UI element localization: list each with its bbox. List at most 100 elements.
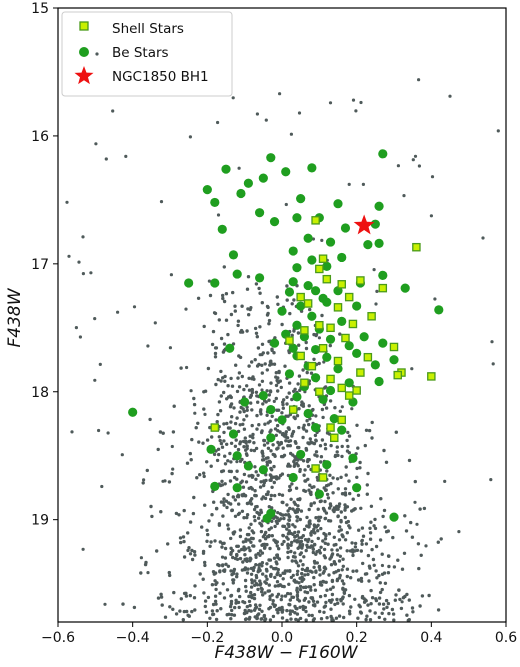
background-star	[368, 618, 373, 622]
shell-star-point	[352, 386, 361, 395]
background-star	[168, 573, 172, 578]
background-star	[347, 479, 351, 483]
background-star	[316, 507, 320, 511]
background-star	[213, 539, 217, 543]
background-star	[78, 335, 82, 339]
background-star	[266, 446, 271, 450]
background-star	[149, 504, 153, 509]
background-star	[323, 541, 327, 545]
background-star	[297, 536, 301, 540]
be-star-point	[307, 311, 317, 321]
background-star	[287, 518, 291, 522]
background-star	[373, 526, 378, 531]
background-star	[296, 564, 301, 568]
background-star	[361, 561, 365, 566]
background-star	[215, 609, 219, 613]
background-star	[275, 477, 279, 481]
background-star	[342, 615, 346, 620]
background-star	[391, 612, 396, 616]
background-star	[283, 364, 287, 368]
background-star	[266, 490, 270, 494]
background-star	[272, 475, 276, 479]
background-star	[328, 101, 333, 105]
background-star	[168, 346, 172, 350]
background-star	[77, 260, 81, 264]
background-star	[372, 524, 376, 528]
background-star	[415, 522, 419, 526]
background-star	[290, 397, 294, 402]
background-star	[275, 608, 279, 612]
shell-star-point	[367, 312, 376, 321]
background-star	[296, 382, 300, 386]
background-star	[296, 569, 300, 573]
background-star	[413, 479, 417, 484]
background-star	[331, 476, 335, 480]
background-star	[295, 510, 300, 514]
background-star	[433, 297, 437, 301]
background-star	[244, 439, 248, 444]
background-star	[396, 558, 400, 562]
background-star	[288, 598, 292, 602]
background-star	[273, 603, 277, 607]
y-tick-label: 18	[31, 385, 49, 401]
background-star	[121, 602, 125, 606]
background-star	[193, 608, 197, 612]
background-star	[235, 389, 240, 394]
background-star	[260, 590, 264, 594]
background-star	[207, 279, 211, 283]
background-star	[235, 553, 239, 557]
background-star	[146, 344, 150, 348]
background-star	[351, 550, 355, 554]
background-star	[261, 593, 265, 597]
be-star-point	[262, 513, 272, 523]
background-star	[274, 433, 278, 437]
background-star	[364, 617, 368, 622]
background-star	[400, 600, 404, 604]
y-tick-label: 19	[31, 513, 49, 529]
background-star	[270, 593, 274, 597]
background-star	[229, 502, 233, 506]
background-star	[407, 458, 412, 463]
background-star	[185, 365, 189, 370]
background-star	[343, 508, 347, 512]
background-star	[241, 600, 245, 604]
background-star	[275, 295, 279, 299]
background-star	[250, 529, 254, 533]
be-star-point	[236, 188, 246, 199]
background-star	[297, 407, 301, 411]
background-star	[307, 422, 311, 427]
background-star	[264, 530, 268, 535]
background-star	[65, 200, 69, 204]
background-star	[242, 472, 247, 477]
background-star	[377, 615, 381, 620]
background-star	[345, 531, 349, 535]
background-star	[346, 430, 350, 435]
background-star	[369, 504, 374, 508]
background-star	[284, 202, 288, 207]
background-star	[298, 559, 303, 563]
background-star	[191, 511, 196, 516]
background-star	[245, 557, 249, 561]
background-star	[273, 524, 277, 529]
background-star	[258, 409, 263, 414]
background-star	[278, 573, 282, 578]
background-star	[222, 422, 226, 426]
background-star	[305, 566, 310, 571]
background-star	[284, 432, 288, 437]
background-star	[302, 555, 306, 559]
background-star	[436, 540, 440, 544]
background-star	[280, 616, 285, 620]
background-star	[284, 439, 288, 443]
background-star	[306, 458, 311, 462]
be-star-point	[266, 433, 276, 443]
background-star	[382, 607, 386, 611]
be-star-point	[288, 246, 298, 256]
background-star	[360, 539, 364, 543]
background-star	[235, 416, 239, 420]
background-star	[248, 548, 252, 553]
background-star	[457, 530, 461, 534]
background-star	[267, 583, 271, 587]
background-star	[317, 361, 321, 366]
background-star	[260, 450, 264, 454]
background-star	[326, 496, 331, 500]
